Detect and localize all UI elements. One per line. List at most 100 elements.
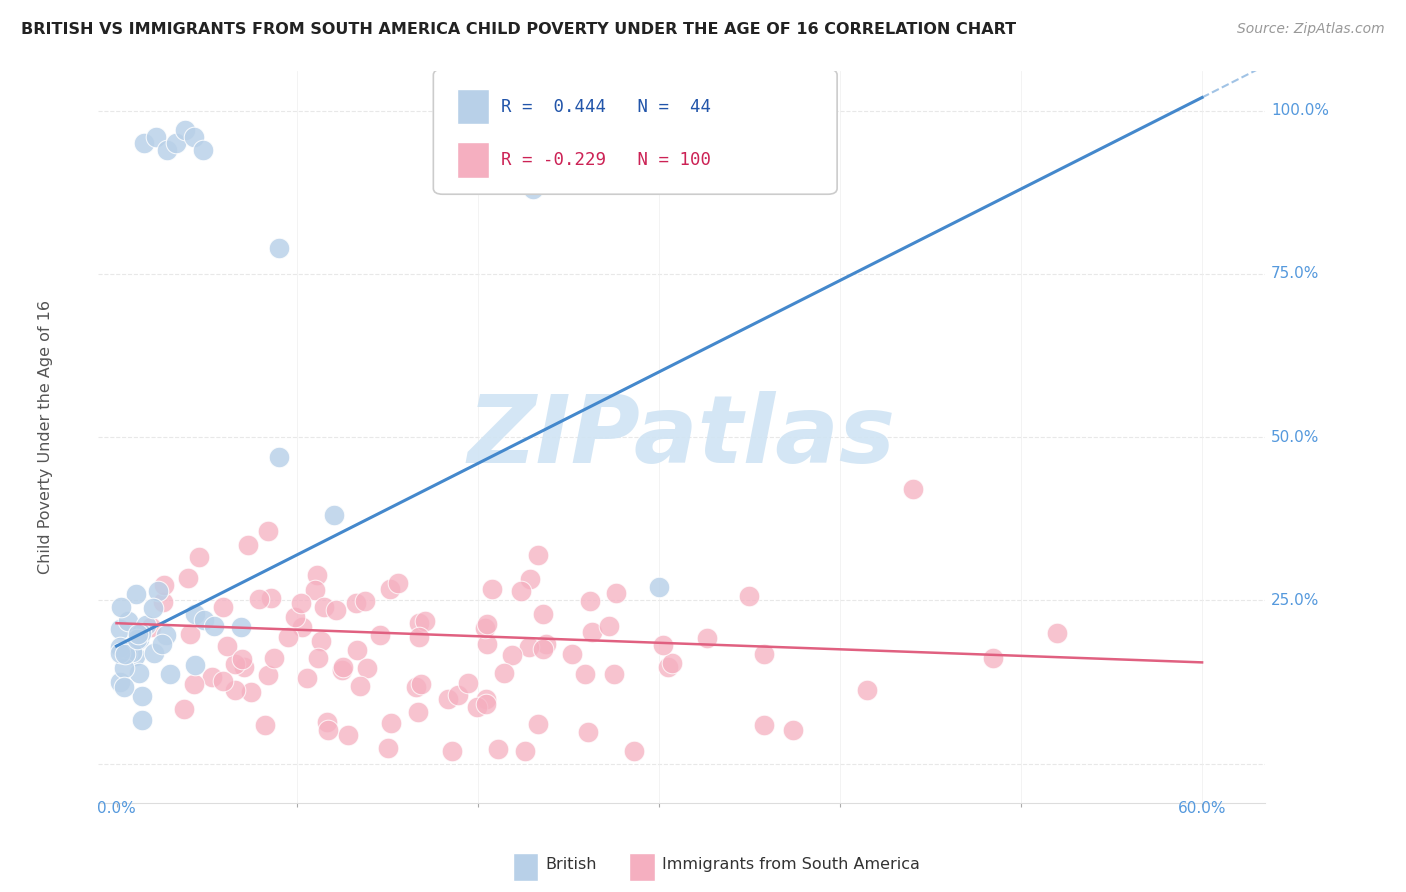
Point <box>304 582 326 597</box>
Point <box>129 625 152 640</box>
Point <box>623 743 645 757</box>
Point <box>193 143 215 157</box>
Point <box>578 594 600 608</box>
Point <box>754 648 776 662</box>
Point <box>174 123 197 137</box>
Point <box>131 713 153 727</box>
Point <box>212 600 235 615</box>
Point <box>531 607 554 621</box>
Point <box>377 740 399 755</box>
Point <box>108 674 131 689</box>
Point <box>312 599 335 614</box>
Point <box>522 182 544 196</box>
Text: 0.0%: 0.0% <box>97 802 136 816</box>
Point <box>141 620 163 634</box>
Point <box>108 646 131 660</box>
Point <box>114 647 136 661</box>
Point <box>112 680 135 694</box>
Point <box>284 610 307 624</box>
Point <box>108 622 131 636</box>
Point <box>378 582 401 597</box>
Point <box>173 702 195 716</box>
Point <box>406 705 429 719</box>
Point <box>183 129 205 144</box>
Text: British: British <box>546 857 598 872</box>
Point <box>408 630 430 644</box>
Text: Source: ZipAtlas.com: Source: ZipAtlas.com <box>1237 22 1385 37</box>
Point <box>440 743 463 757</box>
Point <box>148 583 170 598</box>
Text: R =  0.444   N =  44: R = 0.444 N = 44 <box>501 98 711 116</box>
Point <box>295 671 318 685</box>
Point <box>291 620 314 634</box>
Point <box>501 648 523 662</box>
FancyBboxPatch shape <box>457 143 489 178</box>
Point <box>517 640 540 655</box>
Point <box>231 651 253 665</box>
Point <box>475 616 498 631</box>
Point <box>125 587 148 601</box>
Point <box>127 626 149 640</box>
Point <box>515 743 537 757</box>
Text: ZIPatlas: ZIPatlas <box>468 391 896 483</box>
Point <box>408 615 430 630</box>
Point <box>150 637 173 651</box>
Text: BRITISH VS IMMIGRANTS FROM SOUTH AMERICA CHILD POVERTY UNDER THE AGE OF 16 CORRE: BRITISH VS IMMIGRANTS FROM SOUTH AMERICA… <box>21 22 1017 37</box>
Point <box>112 661 135 675</box>
Point <box>184 607 207 621</box>
Point <box>110 600 132 615</box>
Point <box>269 450 291 464</box>
Point <box>309 634 332 648</box>
Point <box>344 596 367 610</box>
Point <box>193 613 215 627</box>
Point <box>257 524 280 538</box>
Point <box>605 586 627 600</box>
Text: 75.0%: 75.0% <box>1271 267 1319 281</box>
Text: 100.0%: 100.0% <box>1271 103 1329 118</box>
Point <box>337 728 360 742</box>
Point <box>224 657 246 671</box>
Point <box>179 627 201 641</box>
Point <box>330 663 353 677</box>
Point <box>457 676 479 690</box>
Point <box>519 573 541 587</box>
Point <box>657 660 679 674</box>
Point <box>481 582 503 597</box>
Point <box>527 716 550 731</box>
Point <box>368 628 391 642</box>
Point <box>145 129 167 144</box>
Point <box>581 625 603 640</box>
Point <box>131 689 153 703</box>
Point <box>856 682 879 697</box>
Point <box>152 595 174 609</box>
Point <box>211 673 233 688</box>
Point <box>307 651 329 665</box>
Point <box>576 725 599 739</box>
Point <box>315 714 337 729</box>
Point <box>465 700 488 714</box>
Point <box>901 483 924 497</box>
Point <box>201 670 224 684</box>
Point <box>387 576 409 591</box>
Point <box>437 692 460 706</box>
Text: 60.0%: 60.0% <box>1178 802 1226 816</box>
Point <box>475 637 498 651</box>
Point <box>263 651 285 665</box>
Point <box>128 632 150 646</box>
Text: 25.0%: 25.0% <box>1271 593 1319 607</box>
Text: R = -0.229   N = 100: R = -0.229 N = 100 <box>501 151 711 169</box>
Point <box>135 618 157 632</box>
Point <box>1046 626 1069 640</box>
Point <box>349 679 371 693</box>
Point <box>405 680 427 694</box>
Point <box>159 667 181 681</box>
Point <box>217 639 239 653</box>
Point <box>598 619 620 633</box>
Point <box>332 659 354 673</box>
Point <box>782 723 804 737</box>
Point <box>128 665 150 680</box>
Point <box>269 241 291 255</box>
Point <box>165 136 187 151</box>
Point <box>380 716 402 731</box>
Point <box>509 583 531 598</box>
